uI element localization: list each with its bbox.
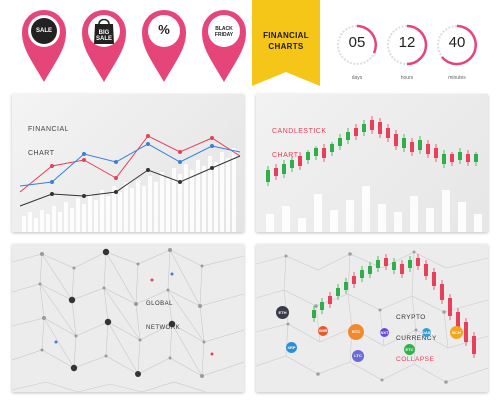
coin-etc: ETC	[404, 344, 415, 355]
crypto-title-line-3: COLLAPSE	[396, 356, 435, 363]
map-pin-icon	[22, 10, 66, 82]
coin-bch-label: BCH	[452, 330, 461, 335]
coin-ltc-label: LTC	[354, 353, 362, 358]
financial-line-chart	[19, 134, 241, 232]
timer-days-value: 05	[348, 34, 366, 51]
coin-xrp-label: XRP	[287, 345, 296, 350]
coin-eth: ETH	[276, 306, 289, 319]
timer-hours-unit: hours	[400, 75, 414, 81]
pin-label-black-friday: BLACK FRIDAY	[214, 26, 234, 38]
coin-xmr: XMR	[318, 326, 328, 336]
timer-hours: 12 hours	[384, 23, 430, 81]
financial-chart-title: FINANCIAL CHART	[28, 110, 69, 174]
shopping-bag-pin-icon	[82, 10, 126, 82]
coin-dash-label: DASH	[422, 330, 434, 335]
pin-label-big-sale: BIG SALE	[95, 30, 112, 42]
candlestick-chart-panel: CANDLESTICK CHART	[256, 94, 488, 232]
financial-charts-banner: FINANCIAL CHARTS	[252, 0, 320, 86]
black-friday-pin: BLACK FRIDAY	[200, 6, 248, 84]
timer-ring-icon	[337, 24, 377, 65]
coin-dash: DASH	[422, 328, 434, 337]
coin-bch: BCH	[450, 326, 463, 339]
crypto-title-line-1: CRYPTO	[396, 314, 426, 321]
financial-chart-title-line-1: FINANCIAL	[28, 126, 70, 133]
coin-btc: BTC	[348, 324, 364, 340]
timer-days-unit: days	[351, 75, 363, 81]
timer-ring-icon	[387, 24, 428, 66]
candlestick-chart	[266, 116, 482, 232]
crypto-title-line-2: CURRENCY	[396, 335, 437, 342]
financial-chart-title-line-2: CHART	[28, 150, 55, 157]
timer-days: 05 days	[334, 23, 380, 81]
sale-pin: SALE	[20, 6, 68, 84]
coin-btc-label: BTC	[351, 329, 361, 334]
timer-minutes-value: 40	[448, 34, 466, 51]
coin-eth-label: ETH	[278, 310, 287, 315]
ribbon-banner-icon	[252, 0, 320, 86]
financial-chart-panel: FINANCIAL CHART	[12, 94, 244, 232]
banner-line-1: FINANCIAL	[263, 31, 309, 40]
crypto-collapse-panel: CRYPTO CURRENCY COLLAPSE ETH BTC XRP LTC…	[256, 244, 488, 392]
black-friday-pin-icon	[202, 10, 246, 82]
pin-label-sale: SALE	[35, 28, 52, 34]
big-sale-pin: BIG SALE	[80, 6, 128, 84]
global-network-title-line-1: GLOBAL	[146, 301, 174, 307]
coin-xrp: XRP	[286, 342, 297, 353]
discount-pin: %	[140, 6, 188, 84]
coin-ltc: LTC	[352, 350, 364, 362]
candlestick-chart-title: CANDLESTICK CHART	[272, 112, 327, 176]
global-network-title: GLOBAL NETWORK	[146, 284, 180, 348]
crypto-collapse-graphic	[256, 250, 488, 384]
timer-minutes-unit: minutes	[448, 75, 466, 81]
timer-minutes: 40 minutes	[434, 23, 480, 81]
timer-ring-icon	[437, 24, 477, 66]
coin-nxt-label: NXT	[380, 330, 389, 335]
banner-line-2: CHARTS	[268, 42, 304, 51]
timer-hours-value: 12	[398, 34, 416, 51]
global-network-panel: GLOBAL NETWORK	[12, 244, 244, 392]
candlestick-chart-title-line-1: CANDLESTICK	[272, 128, 327, 135]
percent-pin-icon	[142, 10, 186, 82]
coin-etc-label: ETC	[405, 347, 414, 352]
coin-xmr-label: XMR	[318, 328, 328, 333]
global-network-title-line-2: NETWORK	[146, 325, 181, 331]
crypto-collapse-title: CRYPTO CURRENCY COLLAPSE	[396, 300, 437, 377]
candlestick-chart-title-line-2: CHART	[272, 152, 299, 159]
network-mesh-graphic	[12, 248, 244, 392]
pin-label-percent: %	[158, 22, 170, 37]
coin-nxt: NXT	[380, 328, 389, 337]
